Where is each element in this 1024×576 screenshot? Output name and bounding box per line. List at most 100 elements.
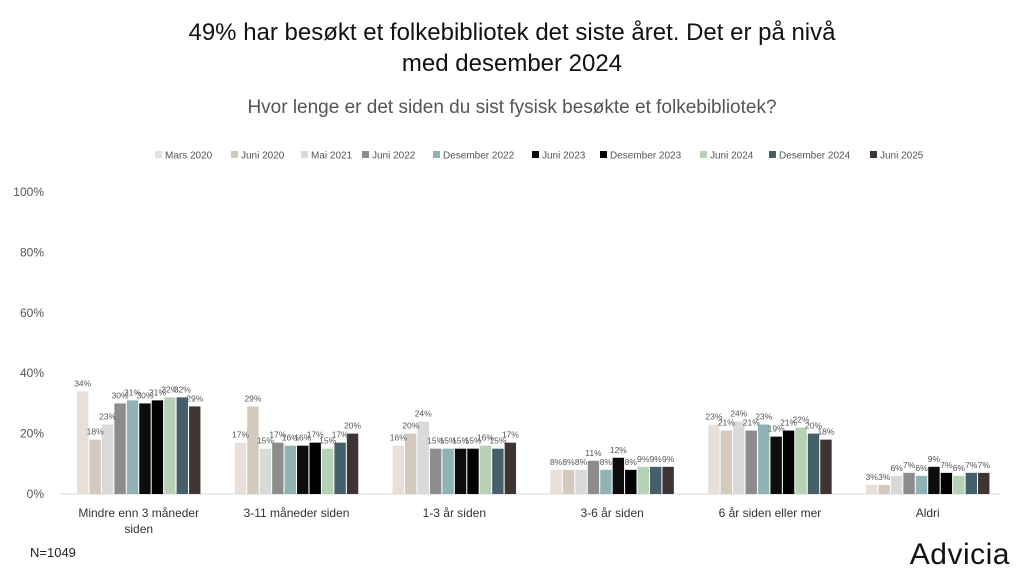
bar (770, 436, 782, 494)
x-tick-label: 3-6 år siden (580, 506, 643, 520)
bar (454, 448, 467, 494)
bar-value-label: 9% (637, 454, 650, 464)
bar (429, 448, 442, 494)
bar-value-label: 29% (186, 393, 203, 403)
bar (625, 469, 637, 494)
bar-value-label: 3% (878, 472, 891, 482)
bar-value-label: 12% (610, 445, 627, 455)
legend-item: Desember 2022 (433, 151, 515, 162)
bar (953, 475, 965, 494)
data-labels: 34%18%23%30%31%30%31%32%32%29%17%29%15%1… (74, 378, 990, 482)
legend-item: Juni 2023 (532, 151, 586, 162)
legend-swatch (155, 151, 162, 158)
bar (392, 445, 404, 494)
bar (321, 448, 334, 494)
legend-item: Juni 2020 (231, 151, 285, 162)
legend-item: Desember 2024 (769, 151, 851, 162)
bar (234, 442, 247, 494)
bar (164, 397, 176, 494)
bar (272, 442, 284, 494)
chart-title: 49% har besøkt et folkebibliotek det sis… (0, 17, 1024, 79)
chart-title-line2: med desember 2024 (401, 50, 623, 77)
bar-value-label: 16% (390, 433, 407, 443)
legend-label: Juni 2024 (710, 151, 754, 162)
bar-value-label: 17% (332, 430, 349, 440)
bar-value-label: 6% (890, 463, 903, 473)
legend-label: Desember 2022 (443, 151, 515, 162)
bar (77, 391, 89, 494)
bar-value-label: 9% (650, 454, 663, 464)
bar-value-label: 11% (585, 448, 602, 458)
bar (550, 469, 562, 494)
bar (309, 442, 321, 494)
y-axis: 0% 20% 40% 60% 80% 100% (13, 185, 44, 501)
sample-size-note: N=1049 (30, 545, 76, 560)
bar (733, 421, 745, 494)
bar-value-label: 9% (928, 454, 941, 464)
x-axis: Mindre enn 3 måneder siden 3-11 måneder si… (78, 506, 939, 536)
bar (259, 448, 272, 494)
bar (708, 424, 720, 494)
y-tick-label: 40% (20, 366, 44, 380)
bar (807, 433, 820, 494)
bar (189, 406, 201, 494)
bar-value-label: 31% (124, 387, 141, 397)
bar-value-label: 7% (978, 460, 991, 470)
bar-value-label: 6% (953, 463, 966, 473)
bar (297, 445, 309, 494)
bar-value-label: 18% (87, 427, 104, 437)
legend-swatch (362, 151, 369, 158)
legend-swatch (532, 151, 539, 158)
bar-value-label: 16% (294, 433, 311, 443)
bar-value-label: 30% (136, 390, 153, 400)
y-tick-label: 20% (20, 427, 44, 441)
legend-swatch (231, 151, 238, 158)
legend-item: Desember 2023 (600, 151, 682, 162)
bar (928, 466, 940, 494)
bar-value-label: 7% (903, 460, 916, 470)
bar-value-label: 17% (307, 430, 324, 440)
bar (978, 472, 990, 494)
bar-value-label: 3% (866, 472, 879, 482)
bar-value-label: 22% (793, 415, 810, 425)
bar (915, 475, 928, 494)
x-tick-label-line: 1-3 år siden (423, 506, 486, 520)
bar (575, 469, 587, 494)
bar-value-label: 15% (257, 436, 274, 446)
bar (151, 400, 164, 494)
legend-swatch (600, 151, 607, 158)
x-tick-label: 6 år siden eller mer (719, 506, 822, 520)
legend-label: Mars 2020 (165, 151, 213, 162)
bar (820, 439, 832, 494)
x-tick-label-line: 3-6 år siden (580, 506, 643, 520)
bar (745, 430, 757, 494)
x-tick-label-line: 3-11 måneder siden (244, 506, 350, 520)
bar (479, 445, 492, 494)
bar (442, 448, 454, 494)
bar-value-label: 8% (562, 457, 575, 467)
bar-value-label: 34% (74, 378, 91, 388)
x-tick-label: Aldri (916, 506, 940, 520)
y-tick-label: 100% (13, 185, 44, 199)
legend-label: Desember 2024 (779, 151, 851, 162)
bar (720, 430, 733, 494)
legend-item: Juni 2022 (362, 151, 416, 162)
bar (587, 460, 600, 494)
bar-value-label: 9% (662, 454, 675, 464)
bar (662, 466, 674, 494)
y-tick-label: 60% (20, 306, 44, 320)
bar-value-label: 32% (174, 384, 191, 394)
bar-value-label: 15% (440, 436, 457, 446)
chart-legend: Mars 2020 Juni 2020 Mai 2021 Juni 2022 Desem… (155, 151, 924, 162)
bar-value-label: 18% (817, 427, 834, 437)
bar-value-label: 31% (149, 387, 166, 397)
x-tick-label: Mindre enn 3 måneder siden (78, 506, 199, 536)
legend-label: Juni 2020 (241, 151, 285, 162)
bar-value-label: 15% (319, 436, 336, 446)
bar-value-label: 17% (502, 430, 519, 440)
bar-value-label: 17% (232, 430, 249, 440)
bar (346, 433, 359, 494)
bar-value-label: 20% (402, 421, 419, 431)
bar-value-label: 23% (99, 412, 116, 422)
